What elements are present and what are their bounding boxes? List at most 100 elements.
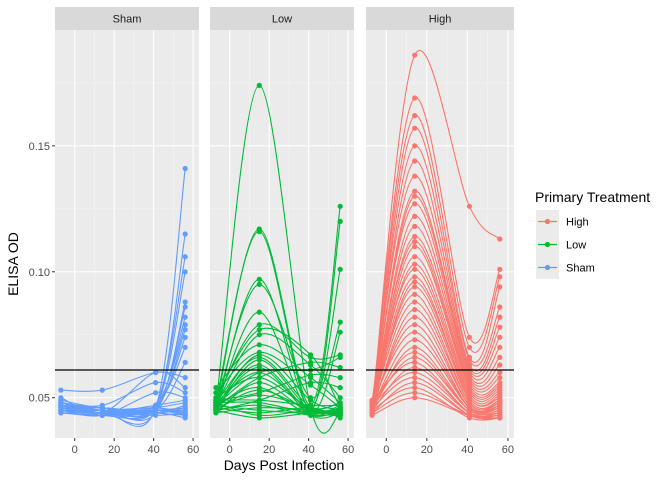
- data-point: [412, 380, 418, 386]
- data-point: [256, 380, 262, 386]
- data-point: [256, 415, 262, 421]
- x-tick-label: 0: [227, 444, 233, 456]
- x-tick-label: 40: [461, 444, 473, 456]
- data-point: [182, 375, 188, 381]
- x-tick-label: 20: [263, 444, 275, 456]
- data-point: [412, 284, 418, 290]
- data-point: [497, 344, 503, 350]
- legend-item-low: Low: [536, 233, 586, 256]
- series-line: [371, 203, 501, 403]
- data-point: [337, 407, 343, 413]
- data-point: [412, 314, 418, 320]
- data-point: [153, 390, 159, 396]
- data-point: [412, 337, 418, 343]
- legend-key-point: [544, 264, 551, 271]
- data-point: [337, 203, 343, 209]
- data-point: [412, 125, 418, 131]
- facet-strip: [366, 7, 514, 30]
- data-point: [497, 314, 503, 320]
- data-point: [412, 261, 418, 267]
- series-line: [371, 256, 501, 406]
- data-point: [182, 254, 188, 260]
- series-line: [215, 221, 341, 411]
- data-point: [412, 213, 418, 219]
- y-tick-label: 0.10: [29, 267, 50, 279]
- data-point: [412, 193, 418, 199]
- data-point: [337, 319, 343, 325]
- data-point: [466, 344, 472, 350]
- data-point: [412, 254, 418, 260]
- data-point: [256, 228, 262, 235]
- series-line: [371, 145, 501, 406]
- data-point: [412, 395, 418, 401]
- series-line: [60, 381, 186, 407]
- data-point: [213, 397, 219, 403]
- series-line: [215, 399, 341, 407]
- data-point: [153, 405, 159, 411]
- data-point: [58, 395, 64, 401]
- x-tick-label: 0: [72, 444, 78, 456]
- data-point: [412, 359, 418, 365]
- data-point: [412, 375, 418, 381]
- data-point: [182, 322, 188, 328]
- series-line: [60, 412, 186, 419]
- facet-panel-low: Low 0 20 40 60: [210, 7, 354, 456]
- data-point: [497, 375, 503, 381]
- series-line: [215, 356, 341, 414]
- data-point: [412, 52, 418, 58]
- data-point: [256, 332, 262, 338]
- data-point: [412, 274, 418, 280]
- data-point: [337, 385, 343, 391]
- data-point: [308, 372, 314, 378]
- data-point: [213, 390, 219, 396]
- x-tick-label: 40: [148, 444, 160, 456]
- data-point: [412, 364, 418, 371]
- x-tick-label: 60: [187, 444, 199, 456]
- data-point: [308, 359, 314, 365]
- data-point: [337, 354, 343, 360]
- data-point: [182, 231, 188, 237]
- y-tick-label: 0.15: [29, 141, 50, 153]
- data-point: [412, 349, 418, 355]
- data-point: [497, 334, 503, 340]
- series-line: [371, 316, 500, 413]
- data-point: [256, 357, 262, 363]
- legend-label: Low: [566, 240, 586, 252]
- data-point: [256, 327, 262, 333]
- data-point: [497, 266, 503, 272]
- data-point: [256, 390, 262, 396]
- series-line: [215, 373, 341, 401]
- facet-strip-label: Low: [272, 14, 292, 26]
- series-line: [371, 225, 501, 406]
- data-point: [256, 82, 262, 88]
- data-point: [256, 309, 262, 315]
- series-line: [215, 344, 341, 404]
- data-point: [497, 304, 503, 310]
- data-point: [256, 276, 262, 282]
- data-point: [99, 405, 105, 411]
- data-point: [256, 375, 262, 381]
- series-line: [371, 241, 501, 403]
- x-tick-label: 40: [303, 444, 315, 456]
- data-point: [412, 239, 418, 245]
- data-point: [213, 407, 219, 413]
- series-line: [371, 351, 500, 416]
- legend-key-point: [544, 241, 551, 248]
- data-point: [412, 143, 418, 149]
- data-point: [182, 412, 188, 418]
- data-point: [99, 410, 105, 416]
- data-point: [256, 369, 262, 376]
- x-tick-label: 0: [383, 444, 389, 456]
- series-line: [215, 381, 341, 411]
- data-point: [337, 329, 343, 335]
- series-line: [215, 84, 341, 434]
- data-point: [412, 291, 418, 297]
- data-point: [369, 412, 375, 418]
- data-point: [412, 329, 418, 335]
- data-point: [412, 95, 418, 101]
- data-point: [182, 304, 188, 310]
- y-tick-label: 0.05: [29, 393, 50, 405]
- data-point: [182, 385, 188, 391]
- series-line: [371, 190, 501, 406]
- legend-label: High: [566, 217, 589, 229]
